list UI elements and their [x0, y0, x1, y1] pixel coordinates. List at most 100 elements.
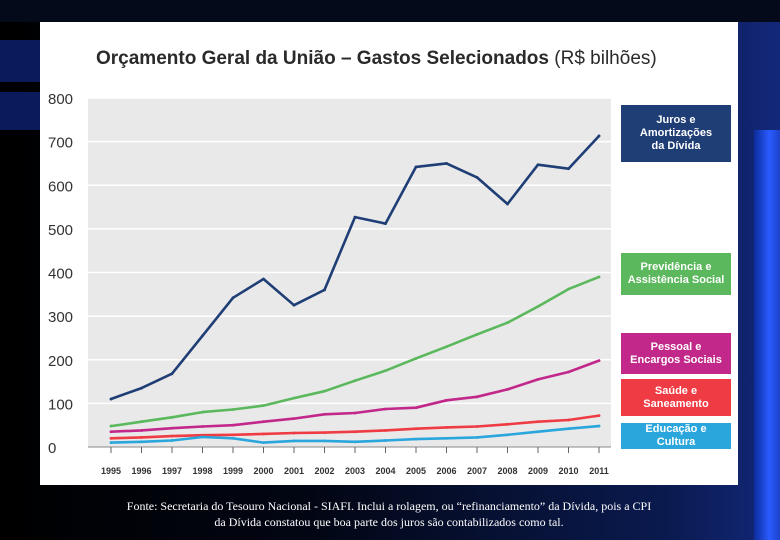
chart-title-unit: (R$ bilhões) [554, 48, 657, 69]
data-point [597, 424, 601, 428]
x-tick-label: 1996 [131, 466, 151, 476]
data-point [292, 396, 296, 400]
legend-previdencia-line1: Previdência e [640, 261, 712, 273]
x-tick-label: 2009 [528, 466, 548, 476]
data-point [323, 439, 326, 443]
data-point [506, 388, 509, 391]
data-point [536, 163, 540, 167]
data-point [109, 436, 113, 440]
data-point [597, 134, 601, 138]
left-decor-band-top [0, 40, 46, 82]
data-point [475, 395, 479, 399]
x-tick-label: 2010 [558, 466, 578, 476]
data-point [353, 411, 357, 415]
y-tick-label: 700 [48, 135, 73, 152]
data-point [475, 175, 479, 179]
x-tick-label: 2007 [467, 466, 487, 476]
data-point [109, 441, 113, 445]
data-point [384, 222, 387, 226]
data-point [262, 432, 265, 436]
data-point [140, 436, 143, 439]
data-point [567, 418, 570, 422]
data-point [201, 334, 204, 338]
data-point [323, 389, 326, 393]
data-point [567, 370, 570, 374]
data-point [445, 398, 448, 402]
data-point [384, 429, 387, 432]
legend-pessoal: Pessoal e Encargos Sociais [621, 333, 731, 374]
data-point [414, 165, 418, 169]
data-point [536, 377, 540, 381]
right-decor-strip [754, 130, 780, 540]
data-point [597, 275, 601, 279]
data-point [140, 429, 143, 432]
footnote-line1: Fonte: Secretaria do Tesouro Nacional - … [126, 499, 652, 513]
data-point [445, 425, 448, 429]
data-point [475, 436, 479, 439]
data-point [231, 423, 235, 427]
data-point [231, 436, 235, 440]
data-point [567, 427, 570, 431]
data-point [567, 287, 570, 291]
legend-saude: Saúde e Saneamento [621, 379, 731, 416]
legend-pessoal-line1: Pessoal e [650, 340, 702, 353]
x-tick-label: 1997 [162, 466, 182, 476]
x-tick-label: 2001 [284, 466, 304, 476]
x-tick-label: 2004 [375, 466, 395, 476]
data-point [323, 431, 326, 435]
data-point [353, 440, 357, 444]
x-tick-label: 2002 [314, 466, 334, 476]
data-point [506, 321, 509, 325]
y-tick-label: 500 [48, 222, 73, 239]
data-point [201, 435, 204, 439]
data-point [109, 424, 113, 428]
x-tick-label: 1995 [101, 466, 121, 476]
x-tick-label: 2000 [253, 466, 273, 476]
data-point [475, 425, 479, 428]
data-point [384, 439, 387, 442]
data-point [231, 433, 235, 437]
x-tick-label: 2008 [497, 466, 517, 476]
data-point [109, 430, 113, 434]
data-point [536, 420, 540, 424]
x-tick-label: 2005 [406, 466, 426, 476]
top-strip [0, 0, 780, 22]
legend-educacao: Educação e Cultura [621, 423, 731, 449]
data-point [445, 162, 448, 165]
data-point [170, 434, 174, 438]
left-decor-band-bottom [0, 92, 46, 130]
legend-juros-line1: Juros e [656, 114, 696, 126]
data-point [597, 414, 601, 417]
data-point [292, 439, 296, 443]
data-point [384, 407, 387, 411]
data-point [414, 357, 418, 360]
data-point [140, 386, 143, 390]
y-tick-label: 600 [48, 178, 73, 195]
x-tick-label: 1998 [192, 466, 212, 476]
legend-previdencia-line2: Assistência Social [627, 274, 725, 286]
legend-juros: Juros e Amortizações da Dívida [621, 105, 731, 162]
data-point [353, 379, 357, 383]
data-point [140, 420, 143, 424]
y-tick-label: 200 [48, 353, 73, 370]
data-point [292, 303, 296, 307]
x-tick-label: 2003 [345, 466, 365, 476]
data-point [536, 430, 540, 434]
chart-title-text: Orçamento Geral da União – Gastos Seleci… [96, 48, 549, 69]
legend-educacao-line1: Educação e Cultura [645, 423, 707, 448]
data-point [414, 437, 418, 441]
data-point [536, 305, 540, 308]
data-point [201, 425, 204, 428]
data-point [262, 277, 265, 281]
data-point [170, 426, 174, 430]
data-point [475, 333, 479, 336]
legend-saude-line2: Saneamento [643, 397, 709, 410]
legend-saude-line1: Saúde e [654, 384, 698, 397]
chart-title: Orçamento Geral da União – Gastos Seleci… [96, 48, 657, 70]
source-footnote: Fonte: Secretaria do Tesouro Nacional - … [40, 498, 738, 530]
x-tick-label: 1999 [223, 466, 243, 476]
data-point [231, 408, 235, 411]
data-point [506, 422, 509, 426]
data-point [170, 439, 174, 442]
